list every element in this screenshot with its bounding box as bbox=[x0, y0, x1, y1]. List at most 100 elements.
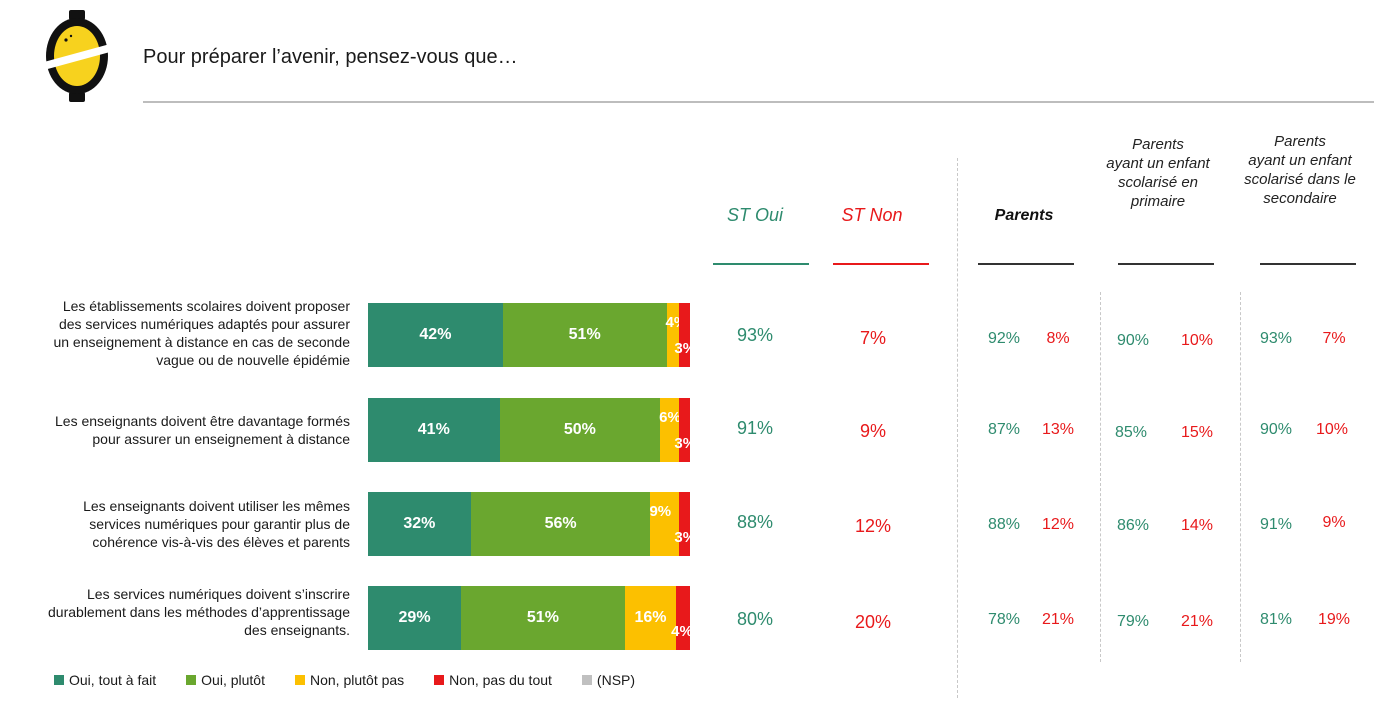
secondaire-oui-value: 93% bbox=[1259, 330, 1293, 347]
primaire-oui-value: 86% bbox=[1116, 517, 1150, 534]
secondaire-non-value: 19% bbox=[1317, 611, 1351, 628]
row-label-line: Les enseignants doivent être davantage f… bbox=[55, 413, 350, 429]
bar-data-label: 50% bbox=[563, 421, 596, 438]
underline-st-non bbox=[833, 263, 929, 265]
bar-data-label: 4% bbox=[671, 622, 693, 640]
header-primaire-line: primaire bbox=[1130, 193, 1186, 210]
secondaire-oui-value: 81% bbox=[1259, 611, 1293, 628]
legend-label: Non, pas du tout bbox=[449, 672, 552, 688]
bar-segment-non-pas-du-tout: 3% bbox=[674, 492, 696, 556]
secondaire-non-value: 9% bbox=[1322, 514, 1346, 531]
st-non-value: 12% bbox=[854, 516, 892, 536]
row-label-line: vague ou de nouvelle épidémie bbox=[156, 352, 350, 368]
bar-data-label: 41% bbox=[417, 421, 450, 438]
primaire-non-value: 21% bbox=[1180, 613, 1214, 630]
row-label: Les établissements scolaires doivent pro… bbox=[10, 297, 350, 369]
parents-oui-value: 92% bbox=[987, 330, 1021, 347]
bar-segment-oui-plutot: 50% bbox=[499, 398, 661, 462]
header-secondaire: Parents ayant un enfant scolarisé dans l… bbox=[1230, 132, 1370, 208]
header-primaire-line: ayant un enfant bbox=[1106, 155, 1210, 172]
legend-item: Non, plutôt pas bbox=[295, 672, 404, 688]
legend-item: Oui, tout à fait bbox=[54, 672, 156, 688]
bar-segment-oui-tout-a-fait: 32% bbox=[368, 492, 471, 556]
bar-data-label: 32% bbox=[403, 515, 436, 532]
st-non-value: 7% bbox=[859, 328, 886, 348]
bar-data-label: 51% bbox=[526, 609, 559, 626]
st-oui-value: 91% bbox=[736, 418, 774, 438]
logo-icon bbox=[44, 10, 110, 102]
legend-label: Oui, tout à fait bbox=[69, 672, 157, 688]
legend-swatch bbox=[54, 675, 64, 685]
header-st-non: ST Non bbox=[841, 205, 903, 225]
bar-segment-oui-plutot: 51% bbox=[502, 303, 667, 367]
primaire-oui-value: 90% bbox=[1116, 332, 1150, 349]
primaire-oui-value: 85% bbox=[1114, 424, 1148, 441]
legend-item: (NSP) bbox=[581, 672, 635, 688]
bar-data-label: 6% bbox=[659, 408, 681, 426]
row-label-line: pour assurer un enseignement à distance bbox=[92, 431, 350, 447]
parents-non-value: 8% bbox=[1046, 330, 1070, 347]
bar-data-label: 16% bbox=[634, 609, 667, 626]
parents-oui-value: 88% bbox=[987, 516, 1021, 533]
primaire-non-value: 10% bbox=[1180, 332, 1214, 349]
bar-segment-non-pas-du-tout: 3% bbox=[674, 398, 696, 462]
parents-oui-value: 78% bbox=[987, 611, 1021, 628]
row-label: Les services numériques doivent s’inscri… bbox=[10, 585, 350, 639]
st-oui-value: 88% bbox=[736, 512, 774, 532]
underline-st-oui bbox=[713, 263, 809, 265]
underline-parents bbox=[978, 263, 1074, 265]
row-label-line: durablement dans les méthodes d’apprenti… bbox=[48, 604, 350, 620]
header-parents: Parents bbox=[994, 207, 1054, 224]
parents-non-value: 13% bbox=[1041, 421, 1075, 438]
row-label-line: cohérence vis-à-vis des élèves et parent… bbox=[92, 534, 350, 550]
separator-line bbox=[957, 158, 958, 698]
secondaire-oui-value: 90% bbox=[1259, 421, 1293, 438]
parents-non-value: 21% bbox=[1041, 611, 1075, 628]
bar-segment-oui-plutot: 56% bbox=[470, 492, 651, 556]
page-title: Pour préparer l’avenir, pensez-vous que… bbox=[143, 46, 518, 68]
parents-non-value: 12% bbox=[1041, 516, 1075, 533]
chart-legend: Oui, tout à fait Oui, plutôt Non, plutôt… bbox=[54, 672, 635, 688]
row-label: Les enseignants doivent être davantage f… bbox=[10, 412, 350, 448]
legend-item: Oui, plutôt bbox=[186, 672, 265, 688]
primaire-oui-value: 79% bbox=[1116, 613, 1150, 630]
underline-primaire bbox=[1118, 263, 1214, 265]
bar-data-label: 9% bbox=[649, 502, 672, 520]
bar-data-label: 51% bbox=[568, 326, 601, 343]
st-non-value: 20% bbox=[854, 612, 892, 632]
bar-segment-non-plutot-pas: 4% bbox=[666, 303, 687, 367]
secondaire-oui-value: 91% bbox=[1259, 516, 1293, 533]
primaire-non-value: 14% bbox=[1180, 517, 1214, 534]
st-non-value: 9% bbox=[859, 421, 886, 441]
bar-segment-oui-plutot: 51% bbox=[461, 586, 625, 650]
header-secondaire-line: scolarisé dans le bbox=[1244, 171, 1356, 188]
bar-segment-non-plutot-pas: 6% bbox=[659, 398, 681, 462]
legend-swatch bbox=[186, 675, 197, 685]
legend-label: Oui, plutôt bbox=[201, 672, 265, 688]
separator-line bbox=[1100, 292, 1101, 662]
row-label-line: des enseignants. bbox=[244, 622, 350, 638]
bar-data-label: 3% bbox=[674, 339, 697, 357]
legend-item: Non, pas du tout bbox=[434, 672, 552, 688]
header-primaire-line: Parents bbox=[1132, 136, 1184, 153]
secondaire-non-value: 7% bbox=[1322, 330, 1346, 347]
underline-secondaire bbox=[1260, 263, 1356, 265]
header-primaire: Parents ayant un enfant scolarisé en pri… bbox=[1083, 135, 1233, 211]
primaire-non-value: 15% bbox=[1180, 424, 1214, 441]
bar-segment-oui-tout-a-fait: 29% bbox=[368, 586, 462, 650]
stacked-bar: 41% 50% 6% 3% bbox=[368, 398, 696, 462]
row-label-line: services numériques pour garantir plus d… bbox=[89, 516, 350, 532]
row-label-line: un enseignement à distance en cas de sec… bbox=[53, 334, 350, 350]
header-primaire-line: scolarisé en bbox=[1117, 174, 1199, 191]
legend-swatch bbox=[581, 675, 592, 685]
row-label-line: Les services numériques doivent s’inscri… bbox=[87, 586, 350, 602]
legend-swatch bbox=[434, 675, 445, 685]
stacked-bar: 42% 51% 4% 3% bbox=[368, 303, 696, 367]
title-divider bbox=[143, 101, 1374, 103]
separator-line bbox=[1240, 292, 1241, 662]
row-label-line: Les établissements scolaires doivent pro… bbox=[62, 298, 350, 314]
legend-swatch bbox=[295, 675, 305, 685]
row-label: Les enseignants doivent utiliser les mêm… bbox=[10, 497, 350, 551]
bar-data-label: 42% bbox=[419, 326, 452, 343]
bar-segment-oui-tout-a-fait: 41% bbox=[368, 398, 500, 462]
